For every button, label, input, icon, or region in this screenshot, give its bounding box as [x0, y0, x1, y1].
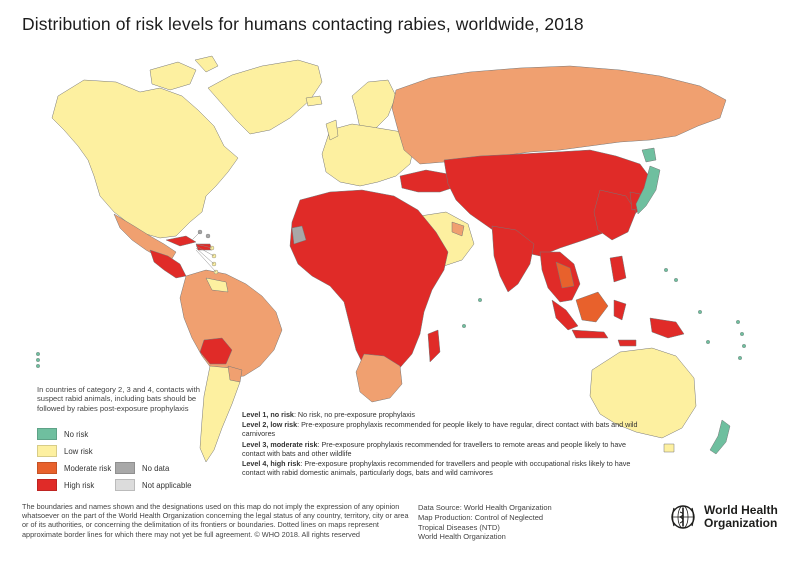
- region-new-zealand: [709, 419, 731, 455]
- who-name: World Health Organization: [704, 503, 778, 530]
- region-java: [571, 329, 609, 339]
- source-line-2: Map Production: Control of Neglected: [418, 512, 544, 522]
- region-sumatra: [551, 299, 579, 331]
- region-bolivia: [199, 337, 233, 365]
- region-greenland: [207, 59, 323, 135]
- level-4-definition: Level 4, high risk: Pre-exposure prophyl…: [242, 459, 631, 477]
- ppe-note: In countries of category 2, 3 and 4, con…: [37, 385, 200, 413]
- region-western-sahara: [291, 225, 307, 245]
- level-2-definition: Level 2, low risk: Pre-exposure prophyla…: [242, 420, 638, 439]
- region-timor: [617, 339, 637, 347]
- region-europe: [321, 123, 415, 187]
- legend-item-not-applicable: Not applicable: [115, 479, 191, 491]
- legend-label-low-risk: Low risk: [64, 446, 93, 456]
- legend-label-no-risk: No risk: [64, 429, 89, 439]
- source-line-4: World Health Organization: [418, 532, 506, 542]
- region-russia: [391, 65, 727, 165]
- legend-item-low-risk: Low risk: [37, 445, 93, 457]
- legend-swatch-high-risk: [37, 479, 57, 491]
- region-borneo: [575, 291, 609, 323]
- risk-level-definitions: Level 1, no risk: No risk, no pre-exposu…: [242, 410, 642, 479]
- legend-item-no-data: No data: [115, 462, 169, 474]
- legend-swatch-low-risk: [37, 445, 57, 457]
- region-uk: [325, 119, 339, 141]
- region-australia: [589, 347, 697, 439]
- region-arctic-islands: [149, 61, 197, 91]
- region-central-america: [149, 249, 187, 279]
- region-guianas: [205, 277, 229, 293]
- source-line-3: Tropical Diseases (NTD): [418, 522, 500, 532]
- who-emblem-icon: [671, 505, 695, 529]
- region-png: [649, 317, 685, 339]
- legend-label-high-risk: High risk: [64, 480, 95, 490]
- region-sulawesi: [613, 299, 627, 321]
- map-title: Distribution of risk levels for humans c…: [22, 14, 584, 34]
- legend-item-no-risk: No risk: [37, 428, 88, 440]
- region-paraguay: [227, 365, 243, 383]
- legend-swatch-moderate-risk: [37, 462, 57, 474]
- who-logo: World Health Organization: [668, 502, 778, 532]
- region-philippines: [609, 255, 627, 283]
- legend-swatch-no-data: [115, 462, 135, 474]
- disclaimer: The boundaries and names shown and the d…: [22, 502, 409, 539]
- region-madagascar: [427, 329, 441, 363]
- source-line-1: Data Source: World Health Organization: [418, 503, 552, 512]
- region-india: [491, 225, 535, 293]
- level-3-definition: Level 3, moderate risk: Pre-exposure pro…: [242, 439, 626, 458]
- region-southern-africa: [355, 353, 403, 403]
- legend-label-moderate-risk: Moderate risk: [64, 463, 112, 473]
- region-japan: [635, 165, 661, 215]
- region-mekong: [555, 261, 575, 289]
- level-1-definition: Level 1, no risk: No risk, no pre-exposu…: [242, 410, 415, 419]
- legend-item-high-risk: High risk: [37, 479, 94, 491]
- region-africa: [289, 189, 449, 379]
- legend-item-moderate-risk: Moderate risk: [37, 462, 111, 474]
- region-scandinavia: [351, 79, 397, 131]
- legend-label-no-data: No data: [142, 463, 170, 473]
- region-china-east: [593, 189, 637, 241]
- legend-swatch-not-applicable: [115, 479, 135, 491]
- region-iceland: [305, 95, 323, 107]
- legend-swatch-no-risk: [37, 428, 57, 440]
- region-turkey-caucasus: [399, 169, 459, 193]
- data-source: Data Source: World Health Organization M…: [418, 503, 588, 542]
- region-south-america-north: [179, 269, 283, 379]
- legend-label-not-applicable: Not applicable: [142, 480, 192, 490]
- region-north-america: [51, 79, 239, 239]
